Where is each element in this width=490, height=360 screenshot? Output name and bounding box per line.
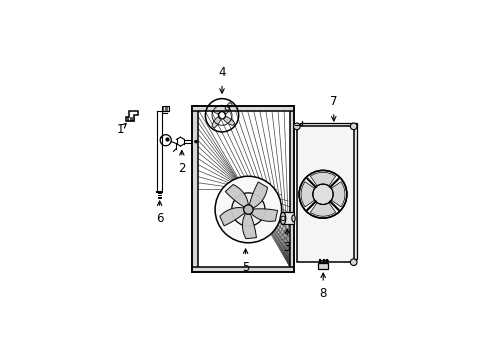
Polygon shape — [225, 184, 248, 207]
Text: 1: 1 — [117, 123, 124, 136]
Wedge shape — [310, 203, 336, 216]
Polygon shape — [251, 209, 278, 221]
Polygon shape — [212, 117, 221, 128]
Wedge shape — [331, 182, 345, 207]
Bar — [318, 263, 328, 269]
Text: 6: 6 — [156, 212, 163, 225]
Text: 8: 8 — [319, 287, 327, 300]
Circle shape — [244, 205, 253, 214]
Bar — [192, 105, 197, 272]
Text: 4: 4 — [218, 66, 226, 79]
Bar — [192, 267, 294, 272]
Polygon shape — [223, 116, 235, 125]
Circle shape — [313, 184, 333, 204]
Text: 5: 5 — [242, 261, 249, 274]
Ellipse shape — [292, 215, 295, 222]
Polygon shape — [220, 208, 245, 226]
Bar — [283, 212, 294, 225]
Wedge shape — [310, 172, 336, 186]
Text: 7: 7 — [330, 95, 338, 108]
Circle shape — [350, 123, 357, 130]
Bar — [297, 126, 354, 262]
Wedge shape — [301, 182, 315, 207]
Circle shape — [350, 259, 357, 266]
Polygon shape — [249, 182, 268, 208]
Polygon shape — [209, 105, 221, 114]
Bar — [192, 105, 294, 272]
Bar — [162, 105, 170, 111]
Bar — [300, 123, 357, 259]
Circle shape — [294, 123, 300, 130]
Circle shape — [244, 205, 253, 214]
Polygon shape — [243, 213, 256, 239]
Circle shape — [195, 140, 197, 143]
Bar — [290, 105, 294, 272]
Ellipse shape — [280, 212, 286, 225]
Circle shape — [232, 193, 265, 226]
Bar — [192, 105, 294, 111]
Text: 3: 3 — [284, 242, 291, 255]
Polygon shape — [223, 103, 232, 114]
Text: 2: 2 — [178, 162, 186, 175]
Circle shape — [215, 176, 282, 243]
